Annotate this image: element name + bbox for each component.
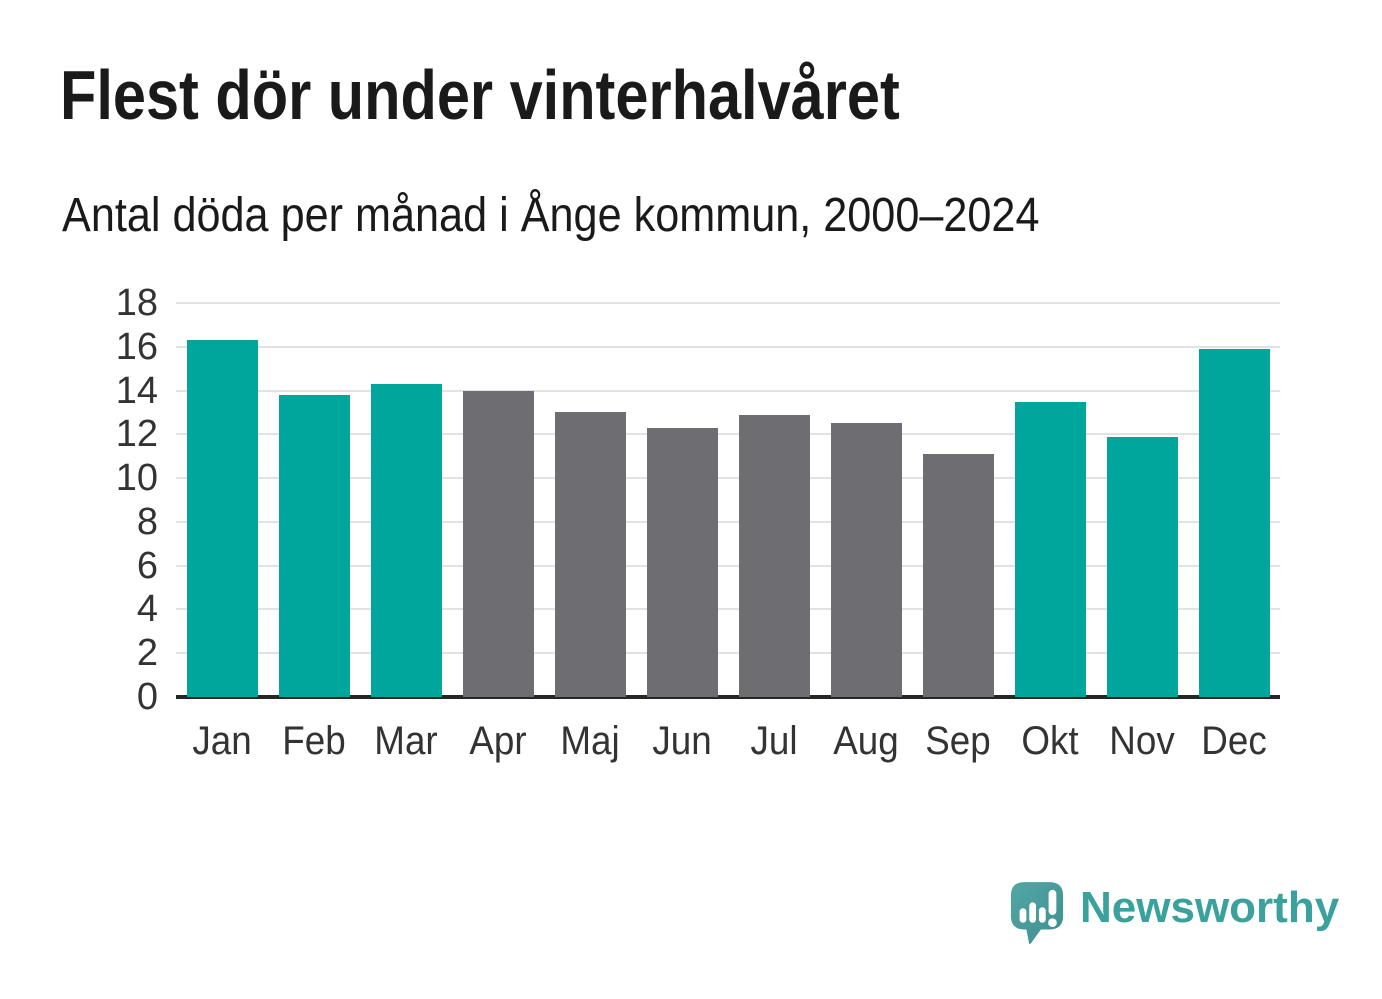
gridline-14 bbox=[176, 389, 1280, 392]
bar-jan bbox=[186, 340, 258, 697]
logo-bar-tall bbox=[1029, 902, 1037, 923]
logo-bar-medium bbox=[1038, 907, 1046, 923]
y-tick-label: 10 bbox=[115, 457, 158, 500]
logo-bar-small bbox=[1019, 908, 1027, 923]
y-axis: 0 2 4 6 8 10 12 14 16 18 bbox=[0, 282, 158, 718]
gridline-2 bbox=[176, 652, 1280, 655]
gridline-8 bbox=[176, 520, 1280, 523]
chart-subtitle: Antal döda per månad i Ånge kommun, 2000… bbox=[62, 189, 1040, 242]
y-tick-label: 18 bbox=[115, 282, 158, 324]
x-tick-label-jul: Jul bbox=[750, 719, 798, 763]
newsworthy-logo: Newsworthy bbox=[1008, 879, 1339, 949]
x-tick-label-apr: Apr bbox=[469, 719, 527, 763]
x-tick-label-nov: Nov bbox=[1109, 719, 1175, 763]
x-tick-label-sep: Sep bbox=[925, 719, 991, 763]
logo-exclamation-bar bbox=[1048, 889, 1057, 915]
bar-aug bbox=[830, 423, 902, 697]
y-tick-label: 2 bbox=[136, 632, 158, 675]
x-axis: Jan Feb Mar Apr Maj Jun Jul Aug Sep Okt Nov Dec bbox=[176, 715, 1280, 775]
x-tick-label-okt: Okt bbox=[1021, 719, 1079, 763]
gridline-16 bbox=[176, 345, 1280, 348]
bar-jun bbox=[646, 427, 718, 697]
bar-nov bbox=[1106, 436, 1178, 697]
gridline-18 bbox=[176, 302, 1280, 304]
bar-apr bbox=[462, 390, 534, 697]
y-tick-label: 12 bbox=[115, 413, 158, 456]
y-tick-label: 16 bbox=[115, 325, 158, 368]
bar-feb bbox=[278, 394, 350, 697]
y-tick-label: 4 bbox=[136, 588, 158, 631]
y-tick-label: 6 bbox=[136, 544, 158, 587]
x-tick-label-mar: Mar bbox=[374, 719, 438, 763]
gridline-12 bbox=[176, 433, 1280, 436]
gridline-10 bbox=[176, 477, 1280, 480]
x-tick-label-jun: Jun bbox=[652, 719, 712, 763]
x-tick-label-jan: Jan bbox=[192, 719, 252, 763]
bar-dec bbox=[1198, 348, 1270, 697]
y-tick-label: 0 bbox=[136, 676, 158, 718]
x-axis-line bbox=[176, 695, 1280, 699]
newsworthy-wordmark: Newsworthy bbox=[1080, 883, 1340, 932]
logo-exclamation-dot bbox=[1048, 918, 1057, 928]
x-tick-label-aug: Aug bbox=[833, 719, 899, 763]
gridline-6 bbox=[176, 564, 1280, 567]
plot-area bbox=[176, 302, 1280, 699]
bar-maj bbox=[554, 412, 626, 697]
newsworthy-logo-icon bbox=[1010, 882, 1064, 945]
y-tick-label: 8 bbox=[136, 500, 158, 543]
x-tick-label-maj: Maj bbox=[560, 719, 620, 763]
bar-mar bbox=[370, 384, 442, 697]
y-tick-label: 14 bbox=[115, 369, 158, 412]
x-tick-label-feb: Feb bbox=[282, 719, 346, 763]
bar-jul bbox=[738, 414, 810, 697]
bar-okt bbox=[1014, 401, 1086, 697]
x-tick-label-dec: Dec bbox=[1201, 719, 1267, 763]
bar-sep bbox=[922, 454, 994, 697]
gridline-4 bbox=[176, 608, 1280, 611]
chart-title: Flest dör under vinterhalvåret bbox=[60, 56, 900, 134]
